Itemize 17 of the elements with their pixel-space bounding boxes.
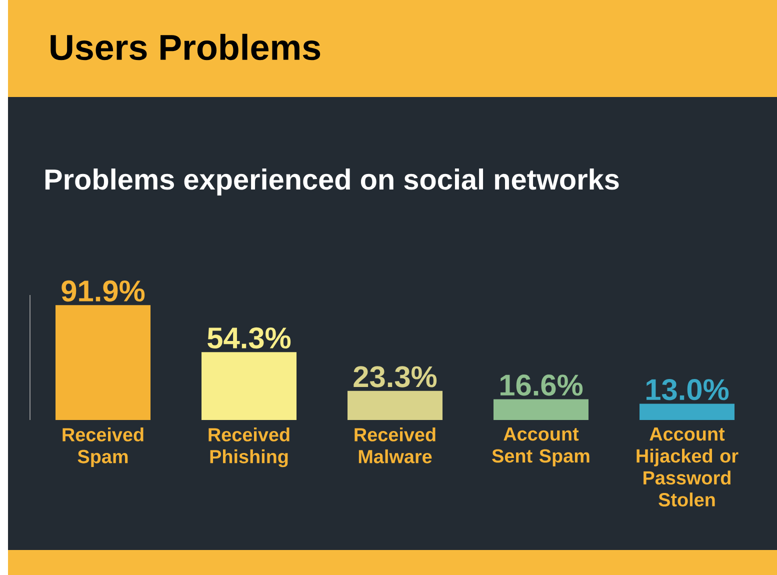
bar [348,390,443,420]
data-label: 91.9% [62,280,145,302]
bar [494,399,589,420]
chart-subtitle: Problems experienced on social networks [45,168,619,196]
x-tick-label: Account Sent Spam [492,428,590,466]
bar [202,352,297,420]
x-tick-label: Received Spam [62,428,144,468]
data-label: 13.0% [646,379,729,400]
bar [640,404,735,420]
chart-title: Users Problems [50,34,320,60]
x-tick-label: Received Malware [354,428,436,464]
x-tick-label: Account Hijacked or Password Stolen [636,428,738,506]
x-tick-label: Received Phishing [208,428,290,468]
data-label: 23.3% [354,366,437,388]
data-label: 16.6% [500,374,583,396]
bar [56,305,151,420]
data-label: 54.3% [208,327,291,349]
